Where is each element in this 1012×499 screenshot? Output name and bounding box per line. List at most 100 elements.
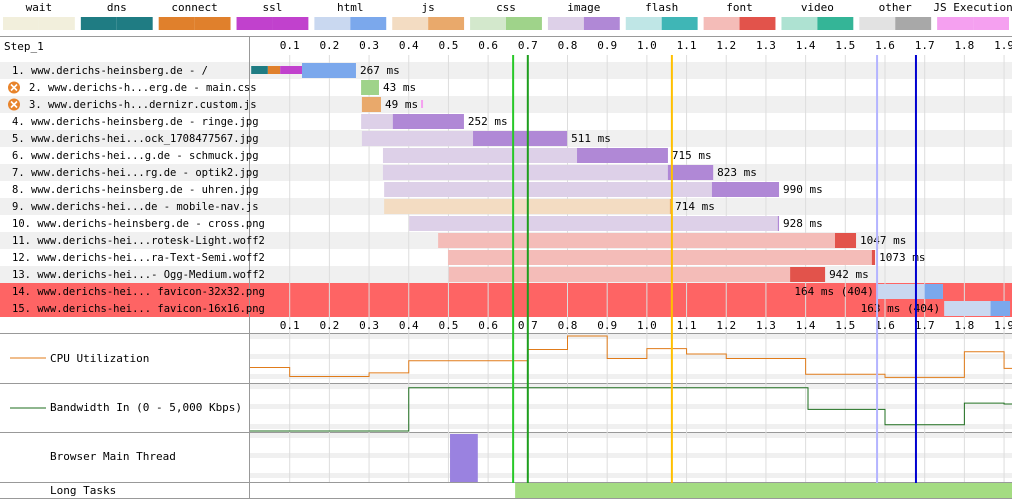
- x-tick-label: 0.6: [478, 319, 498, 332]
- legend-swatch-dark: [116, 17, 153, 30]
- legend-label: video: [801, 1, 834, 14]
- request-bar: [448, 250, 876, 265]
- duration-label: 163 ms (404): [861, 302, 940, 315]
- request-label: 5. www.derichs-hei...ock_1708477567.jpg: [12, 133, 259, 145]
- request-bar: [409, 216, 780, 231]
- legend-swatch-dark: [428, 17, 465, 30]
- request-label: 4. www.derichs-heinsberg.de - ringe.jpg: [12, 116, 259, 128]
- x-tick-label: 1.1: [677, 39, 697, 52]
- legend-label: css: [496, 1, 516, 14]
- x-tick-label: 0.4: [399, 39, 419, 52]
- phase-ssl: [280, 66, 302, 74]
- x-tick-label: 1.5: [835, 319, 855, 332]
- legend-swatch-light: [547, 17, 584, 30]
- download-bar: [392, 114, 464, 129]
- x-tick-label: 1.8: [954, 39, 974, 52]
- duration-label: 49 ms: [385, 98, 418, 111]
- panel-label: Browser Main Thread: [50, 450, 176, 463]
- download-bar: [871, 250, 876, 265]
- legend-label: wait: [26, 1, 53, 14]
- x-tick-label: 1.6: [875, 319, 895, 332]
- js-execution: [421, 100, 424, 108]
- x-tick-label: 0.7: [518, 39, 538, 52]
- legend-swatch-dark: [272, 17, 309, 30]
- request-label: 15. www.derichs-hei... favicon-16x16.png: [12, 303, 265, 315]
- x-tick-label: 1.6: [875, 39, 895, 52]
- legend-swatch-dark: [817, 17, 854, 30]
- legend-swatch-dark: [973, 17, 1009, 30]
- x-tick-label: 1.4: [796, 39, 816, 52]
- legend-label: image: [567, 1, 600, 14]
- row-bg: [0, 283, 1012, 300]
- download-bar: [667, 165, 714, 180]
- duration-label: 714 ms: [675, 200, 715, 213]
- bandwidth: [250, 387, 1012, 432]
- download-bar: [777, 216, 780, 231]
- legend-swatch-dark: [350, 17, 387, 30]
- legend-label: font: [726, 1, 753, 14]
- legend-swatch-light: [937, 17, 974, 30]
- legend-swatch-light: [625, 17, 662, 30]
- legend-swatch-dark: [506, 17, 542, 30]
- duration-label: 990 ms: [783, 183, 823, 196]
- request-label: 12. www.derichs-hei...ra-Text-Semi.woff2: [12, 252, 265, 264]
- panel-stripe: [250, 354, 1012, 359]
- x-tick-label: 0.5: [439, 319, 459, 332]
- legend-swatch-light: [392, 17, 429, 30]
- x-tick-label: 1.8: [954, 319, 974, 332]
- legend-swatch-dark: [895, 17, 932, 30]
- legend-swatch-dark: [194, 17, 231, 30]
- x-tick-label: 1.2: [716, 39, 736, 52]
- panel-stripe: [250, 433, 1012, 438]
- x-tick-label: 1.9: [994, 319, 1012, 332]
- legend-swatch-light: [314, 17, 351, 30]
- legend-swatch-dark: [583, 17, 620, 30]
- request-label: 7. www.derichs-hei...rg.de - optik2.jpg: [12, 167, 259, 179]
- x-tick-label: 1.1: [677, 319, 697, 332]
- download-bar: [473, 131, 568, 146]
- request-bar: [382, 165, 714, 180]
- download-bar: [301, 63, 356, 78]
- duration-label: 823 ms: [717, 166, 757, 179]
- legend-swatch-light: [80, 17, 117, 30]
- x-tick-label: 1.7: [915, 319, 935, 332]
- legend-swatch-light: [3, 17, 39, 30]
- download-bar: [361, 97, 381, 112]
- legend-swatch-dark: [38, 17, 75, 30]
- download-bar: [669, 199, 672, 214]
- panel-stripe: [250, 334, 1012, 339]
- x-tick-label: 1.3: [756, 39, 776, 52]
- cpu: [250, 335, 1012, 378]
- request-label: 8. www.derichs-heinsberg.de - uhren.jpg: [12, 184, 259, 196]
- panel-stripe: [250, 384, 1012, 389]
- legend-swatch-light: [703, 17, 740, 30]
- download-bar: [924, 284, 943, 299]
- duration-label: 267 ms: [360, 64, 400, 77]
- x-tick-label: 0.1: [280, 39, 300, 52]
- panel-stripe: [250, 424, 1012, 429]
- download-bar: [990, 301, 1011, 316]
- legend-label: flash: [645, 1, 678, 14]
- x-tick-label: 1.0: [637, 39, 657, 52]
- x-tick-label: 0.4: [399, 319, 419, 332]
- row-bg: [0, 113, 1012, 130]
- legend-swatch-light: [236, 17, 273, 30]
- long-task: [515, 483, 1012, 498]
- x-tick-label: 1.5: [835, 39, 855, 52]
- duration-label: 164 ms (404): [794, 285, 873, 298]
- x-tick-label: 0.3: [359, 319, 379, 332]
- x-tick-label: 0.2: [319, 319, 339, 332]
- request-bar: [448, 267, 826, 282]
- row-bg: [0, 96, 1012, 113]
- x-tick-label: 1.2: [716, 319, 736, 332]
- download-bar: [834, 233, 857, 248]
- row-bg: [0, 79, 1012, 96]
- x-tick-label: 0.3: [359, 39, 379, 52]
- duration-label: 1073 ms: [879, 251, 925, 264]
- row-bg: [0, 300, 1012, 317]
- request-label: 10. www.derichs-heinsberg.de - cross.png: [12, 218, 265, 230]
- legend-label: JS Execution: [933, 1, 1012, 14]
- request-label: 14. www.derichs-hei... favicon-32x32.png: [12, 286, 265, 298]
- request-label: 3. www.derichs-h...dernizr.custom.js: [29, 99, 257, 111]
- x-tick-label: 0.9: [597, 319, 617, 332]
